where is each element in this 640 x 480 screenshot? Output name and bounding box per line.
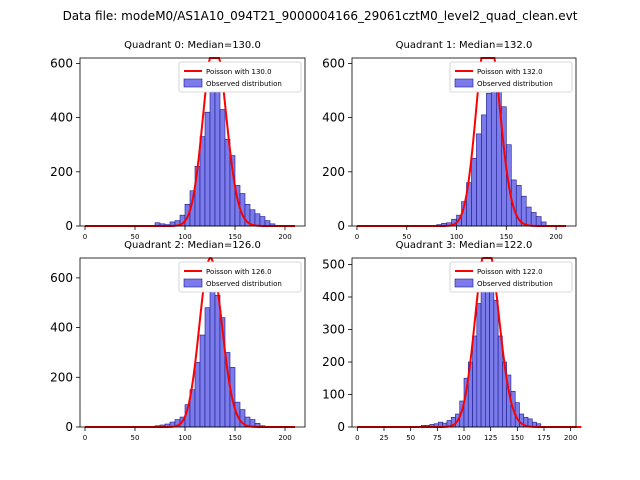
- figure-title: Data file: modeM0/AS1A10_094T21_90000041…: [63, 9, 578, 23]
- legend-box: [449, 61, 573, 93]
- x-tick-label: 75: [433, 434, 442, 442]
- x-tick-label: 0: [83, 233, 87, 241]
- chart-panel-0: Quadrant 0: Median=130.0 0 50 100 150 200 0 200…: [50, 40, 306, 241]
- histogram-bar: [224, 138, 231, 227]
- x-tick-label: 50: [131, 434, 140, 442]
- legend-label-poisson: Poisson with 126.0: [206, 268, 272, 276]
- x-tick-label: 100: [178, 434, 191, 442]
- x-tick-label: 200: [549, 233, 562, 241]
- y-tick-label: 100: [322, 388, 345, 402]
- histogram-bar: [485, 277, 490, 428]
- y-tick-label: 600: [322, 56, 345, 70]
- x-tick-label: 150: [228, 233, 241, 241]
- x-tick-label: 0: [355, 233, 359, 241]
- x-tick-label: 100: [457, 434, 470, 442]
- histogram-bar: [535, 216, 542, 227]
- histogram-bar: [209, 280, 216, 428]
- histogram-bar: [471, 157, 477, 227]
- x-tick-label: 0: [355, 434, 359, 442]
- legend-swatch-observed: [454, 278, 474, 288]
- x-tick-label: 150: [228, 434, 241, 442]
- x-tick-label: 125: [484, 434, 497, 442]
- x-tick-label: 200: [564, 434, 577, 442]
- histogram-bar: [481, 114, 487, 227]
- x-tick-label: 100: [178, 233, 191, 241]
- chart-panel-3: Quadrant 3: Median=122.0 0 25 50 75 100 125 150…: [322, 240, 582, 442]
- panel-title: Quadrant 3: Median=122.0: [396, 240, 533, 251]
- histogram-bar: [214, 87, 221, 227]
- legend-label-poisson: Poisson with 130.0: [206, 68, 272, 76]
- chart-panel-2: Quadrant 2: Median=126.0 0 50 100 150 200 0 200…: [50, 240, 306, 442]
- y-tick-label: 400: [322, 290, 345, 304]
- histogram-bar: [476, 303, 482, 428]
- x-tick-label: 50: [131, 233, 140, 241]
- y-tick-label: 200: [322, 355, 345, 369]
- x-tick-label: 150: [500, 233, 513, 241]
- histogram-bar: [530, 212, 537, 227]
- x-tick-label: 0: [83, 434, 87, 442]
- legend-swatch-observed: [183, 278, 203, 288]
- histogram-bar: [254, 213, 261, 227]
- x-tick-label: 200: [278, 434, 291, 442]
- panel-title: Quadrant 0: Median=130.0: [124, 40, 261, 51]
- histogram-bar: [486, 92, 492, 227]
- legend-label-observed: Observed distribution: [477, 80, 553, 88]
- y-tick-label: 0: [337, 420, 345, 434]
- histogram-bar: [214, 294, 221, 428]
- y-tick-label: 200: [50, 370, 73, 384]
- panel-title: Quadrant 2: Median=126.0: [124, 240, 261, 251]
- legend-box: [178, 261, 302, 293]
- histogram-bar: [525, 206, 532, 227]
- y-tick-label: 0: [65, 420, 73, 434]
- y-tick-label: 200: [50, 165, 73, 179]
- y-tick-label: 300: [322, 323, 345, 337]
- axes-frame: [351, 57, 577, 227]
- y-tick-label: 400: [50, 111, 73, 125]
- x-tick-label: 25: [380, 434, 389, 442]
- histogram-bar: [259, 216, 266, 227]
- histogram-bar: [480, 290, 486, 428]
- y-tick-label: 0: [337, 219, 345, 233]
- x-tick-label: 175: [537, 434, 550, 442]
- y-tick-label: 600: [50, 271, 73, 285]
- legend-label-poisson: Poisson with 122.0: [477, 268, 543, 276]
- legend-box: [178, 61, 302, 93]
- legend-box: [449, 261, 573, 293]
- y-tick-label: 500: [322, 258, 345, 272]
- histogram-bar: [491, 73, 497, 227]
- y-tick-label: 400: [322, 111, 345, 125]
- histogram-bar: [209, 68, 216, 227]
- histogram-bar: [493, 299, 499, 428]
- y-tick-label: 200: [322, 165, 345, 179]
- histogram-bar: [489, 280, 495, 428]
- x-tick-label: 150: [511, 434, 524, 442]
- histogram-bar: [204, 307, 211, 428]
- histogram-bar: [476, 133, 482, 227]
- histogram-bar: [199, 334, 206, 428]
- legend-swatch-observed: [454, 78, 474, 88]
- legend-swatch-observed: [183, 78, 203, 88]
- histogram-bar: [194, 362, 201, 428]
- y-tick-label: 400: [50, 321, 73, 335]
- histogram-bar: [219, 109, 226, 227]
- y-tick-label: 600: [50, 56, 73, 70]
- x-tick-label: 100: [450, 233, 463, 241]
- legend-label-observed: Observed distribution: [206, 280, 282, 288]
- histogram-bar: [204, 111, 211, 227]
- x-tick-label: 50: [402, 233, 411, 241]
- histogram-bar: [199, 136, 206, 227]
- legend-label-observed: Observed distribution: [206, 80, 282, 88]
- histogram-bar: [472, 335, 478, 428]
- chart-panel-1: Quadrant 1: Median=132.0 0 50 100 150 200 0 200…: [322, 40, 577, 241]
- x-tick-label: 200: [278, 233, 291, 241]
- axes-frame: [79, 57, 306, 227]
- legend-label-poisson: Poisson with 132.0: [477, 68, 543, 76]
- y-tick-label: 0: [65, 219, 73, 233]
- x-tick-label: 50: [406, 434, 415, 442]
- axes-frame: [79, 257, 306, 428]
- panel-title: Quadrant 1: Median=132.0: [396, 40, 533, 51]
- legend-label-observed: Observed distribution: [477, 280, 553, 288]
